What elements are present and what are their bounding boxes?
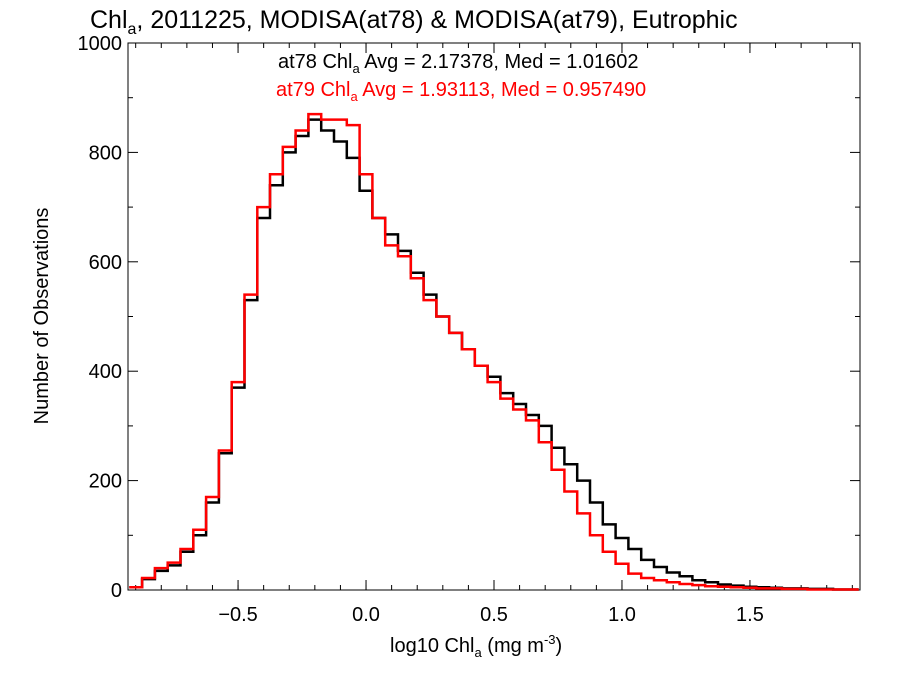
y-tick-label: 400 (89, 361, 122, 383)
annotation-at79-sub: a (351, 89, 359, 104)
x-tick-label: 0.5 (480, 604, 508, 626)
y-tick-label: 0 (111, 580, 122, 602)
annotation-at79-pre: at79 Chl (276, 79, 351, 101)
series-line-at79 (129, 112, 859, 591)
chart-title-rest: , 2011225, MODISA(at78) & MODISA(at79), … (136, 6, 737, 34)
x-tick-label: −0.5 (218, 604, 257, 626)
chart-title-main: Chl (90, 6, 128, 34)
y-axis: 0 200 400 600 800 1000 (78, 33, 860, 602)
annotation-at78-pre: at78 Chl (278, 51, 353, 73)
series-line-at78 (129, 118, 859, 591)
annotation-at78: at78 Chla Avg = 2.17378, Med = 1.01602 (278, 51, 638, 76)
x-tick-label: 1.5 (736, 604, 764, 626)
annotation-at78-post: Avg = 2.17378, Med = 1.01602 (360, 51, 639, 73)
y-axis-label: Number of Observations (31, 208, 53, 425)
chart-title: Chla, 2011225, MODISA(at78) & MODISA(at7… (90, 6, 738, 38)
y-tick-label: 200 (89, 471, 122, 493)
x-axis: −0.5 0.0 0.5 1.0 1.5 (135, 43, 853, 626)
x-tick-label: 0.0 (352, 604, 380, 626)
y-tick-label: 1000 (78, 33, 123, 55)
x-axis-label: log10 Chla (mg m-3) (390, 632, 562, 660)
plot-frame (127, 42, 861, 591)
x-tick-label: 1.0 (608, 604, 636, 626)
chart-title-sub: a (128, 21, 137, 38)
y-tick-label: 800 (89, 142, 122, 164)
x-axis-label-unit-post: ) (556, 635, 563, 657)
annotation-at79: at79 Chla Avg = 1.93113, Med = 0.957490 (276, 79, 646, 104)
x-axis-label-unit-pre: (mg m (482, 635, 544, 657)
y-tick-label: 600 (89, 252, 122, 274)
annotation-at78-sub: a (353, 61, 361, 76)
x-axis-label-sup: -3 (544, 632, 556, 647)
x-axis-label-sub: a (475, 645, 483, 660)
annotation-at79-post: Avg = 1.93113, Med = 0.957490 (358, 79, 646, 101)
x-axis-label-main: log10 Chl (390, 635, 475, 657)
series-layer (129, 112, 859, 591)
